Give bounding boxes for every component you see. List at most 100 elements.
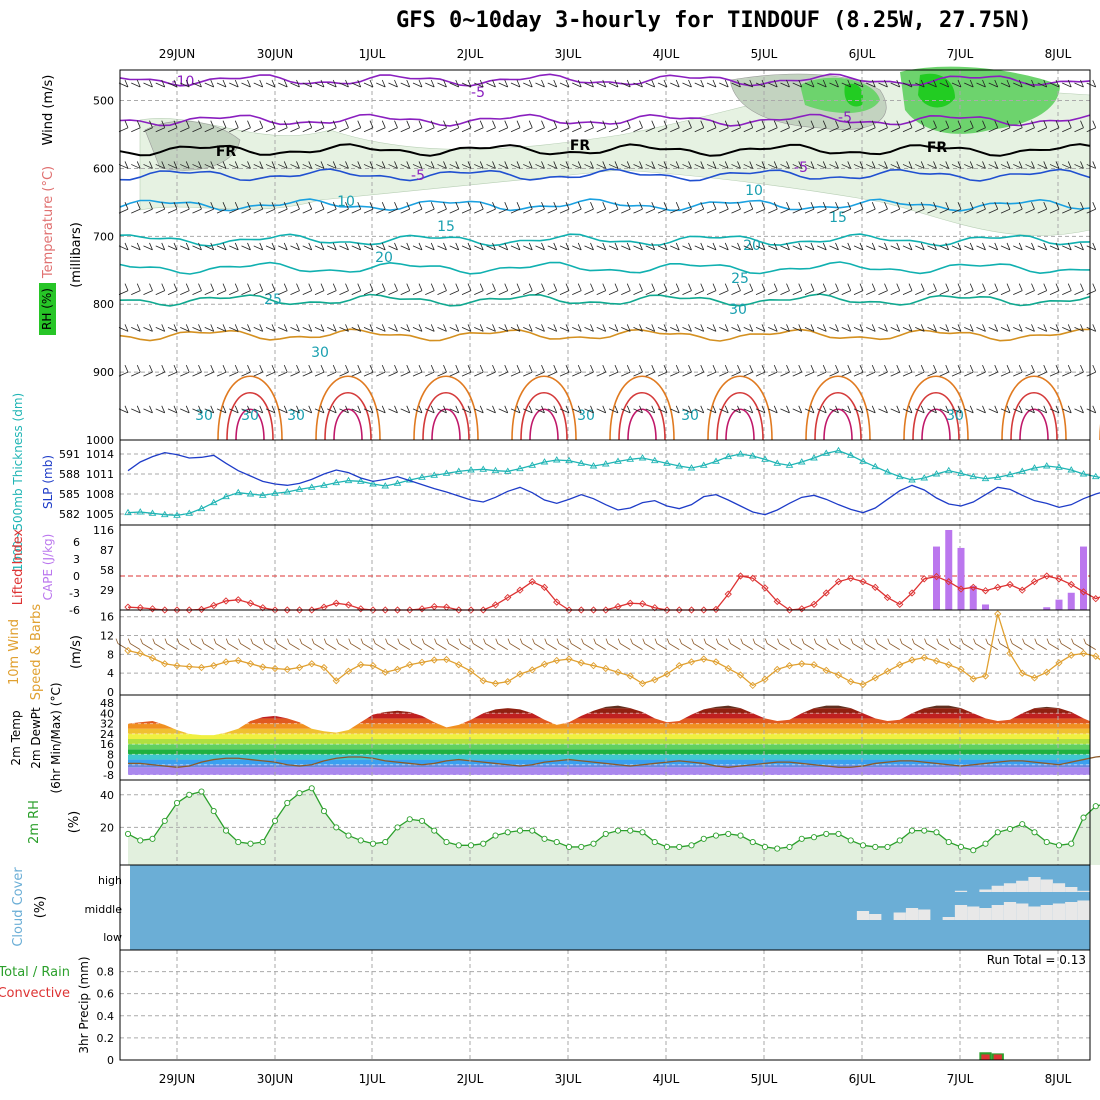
wind-barb: [1086, 405, 1097, 414]
wind-barb: [890, 324, 901, 332]
wind-speed-line-point-25: [430, 656, 438, 664]
wind-barb: [915, 324, 925, 332]
wind-barb: [1013, 120, 1023, 133]
wind-barb: [486, 242, 496, 251]
wind-barb: [731, 324, 741, 332]
rh2m-line-point-25: [431, 827, 438, 834]
wind-barb: [1086, 161, 1097, 169]
wind-barb: [425, 79, 435, 88]
wind-speed-line-point-39: [602, 664, 610, 673]
wind-barb: [302, 202, 313, 214]
label-slp: SLP (mb): [41, 455, 55, 509]
surface-isotherm: [235, 408, 265, 441]
wind-barb: [155, 202, 166, 214]
wind-barb: [596, 405, 607, 414]
rh2m-line-point-28: [467, 842, 475, 849]
wind-barb: [596, 242, 607, 251]
wind-barb: [131, 364, 141, 377]
wind-barb: [988, 161, 999, 169]
wind-barb: [645, 79, 656, 88]
wind-barb: [167, 405, 178, 414]
surface-isotherm: [511, 375, 577, 441]
wind-barb: [388, 283, 398, 296]
wind10m-barb: [397, 638, 410, 650]
wind-barb: [596, 283, 607, 296]
date-label-top-0: 29JUN: [159, 47, 196, 61]
slp-tick-0: 1014: [86, 448, 114, 461]
rh2m-line-point-78: [1080, 814, 1087, 821]
wind-barb: [853, 161, 864, 169]
date-label-bottom-0: 29JUN: [159, 1072, 196, 1086]
wind-barb: [559, 202, 570, 214]
wind-barb: [841, 79, 852, 88]
wind-barb: [449, 324, 460, 332]
wind-barb: [608, 364, 619, 377]
wind-barb: [229, 364, 239, 377]
date-label-bottom-6: 5JUL: [751, 1072, 778, 1086]
wind-barb: [1049, 242, 1060, 251]
thickness-line-point-48: [712, 457, 720, 464]
wind-barb: [510, 283, 521, 296]
isotherm-1: [119, 113, 1091, 127]
wind-barb: [1037, 242, 1048, 251]
wind-barb: [719, 242, 729, 251]
lifted-index-line-point-7: [210, 601, 218, 610]
temp-band-4: [128, 749, 1090, 755]
wind-barb: [596, 364, 607, 377]
wind-barb: [731, 202, 741, 214]
wind-barb: [927, 324, 937, 332]
wind10m-barb: [446, 638, 459, 650]
thickness-slp-panel: 591 588 585 582 1014 1011 1008 1005: [59, 439, 1100, 526]
wind10m-barb: [777, 638, 790, 650]
wind-barb: [596, 79, 607, 88]
thickness-line-point-9: [234, 488, 243, 496]
contour-label-22: 30: [681, 408, 699, 424]
wind10m-barb: [899, 638, 913, 650]
wind-barb: [1049, 161, 1060, 169]
wind-barb: [780, 120, 790, 133]
wind-barb: [290, 202, 300, 214]
wind-barb: [412, 242, 423, 251]
label-wind-unit: (m/s): [69, 635, 84, 669]
wind-barb: [866, 324, 876, 332]
surface-isotherm: [1019, 408, 1049, 441]
wind-barb: [584, 120, 594, 133]
isotherm-0: [119, 73, 1091, 87]
wind-barb: [327, 79, 337, 88]
dewpoint-line: [128, 755, 1100, 768]
wind-barb: [621, 242, 631, 251]
precip-tick-3: 0.2: [97, 1032, 115, 1045]
wind-barb: [1074, 283, 1084, 296]
wind-barb: [143, 405, 153, 414]
rh2m-line-point-67: [945, 839, 952, 846]
rh2m-line-point-50: [737, 832, 744, 839]
contour-label-9: 10: [745, 183, 763, 199]
rh2m-line-point-58: [835, 830, 842, 837]
wind-barb: [1025, 405, 1035, 414]
wind-barb: [437, 161, 447, 169]
wind10m-barb: [1058, 638, 1072, 650]
wind-barb: [363, 79, 374, 88]
wind-speed-line-point-16: [320, 663, 328, 672]
wind-barb: [719, 324, 729, 332]
cloud-middle-bar-71: [991, 905, 1004, 920]
wind-speed-line-point-77: [1067, 651, 1075, 659]
lifted-index-line-point-45: [675, 606, 683, 614]
wind-speed-line-point-36: [565, 655, 573, 663]
temp-band-8: [128, 728, 1090, 734]
wind-barb: [1062, 405, 1072, 414]
wind-barb: [878, 324, 888, 332]
wind-speed-line-point-76: [1055, 659, 1063, 667]
wind-barb: [829, 120, 839, 133]
wind-speed-line-point-53: [773, 665, 781, 674]
wind-barb: [339, 364, 349, 377]
wind10m-barb: [164, 638, 178, 650]
slp-tick-3: 1005: [86, 508, 114, 521]
wind-barb: [290, 405, 300, 414]
wind-barb: [657, 405, 668, 414]
wind-barb: [878, 283, 888, 296]
wind-barb: [547, 324, 558, 332]
lifted-index-line-point-73: [1018, 586, 1026, 594]
wind-barb: [253, 242, 264, 251]
